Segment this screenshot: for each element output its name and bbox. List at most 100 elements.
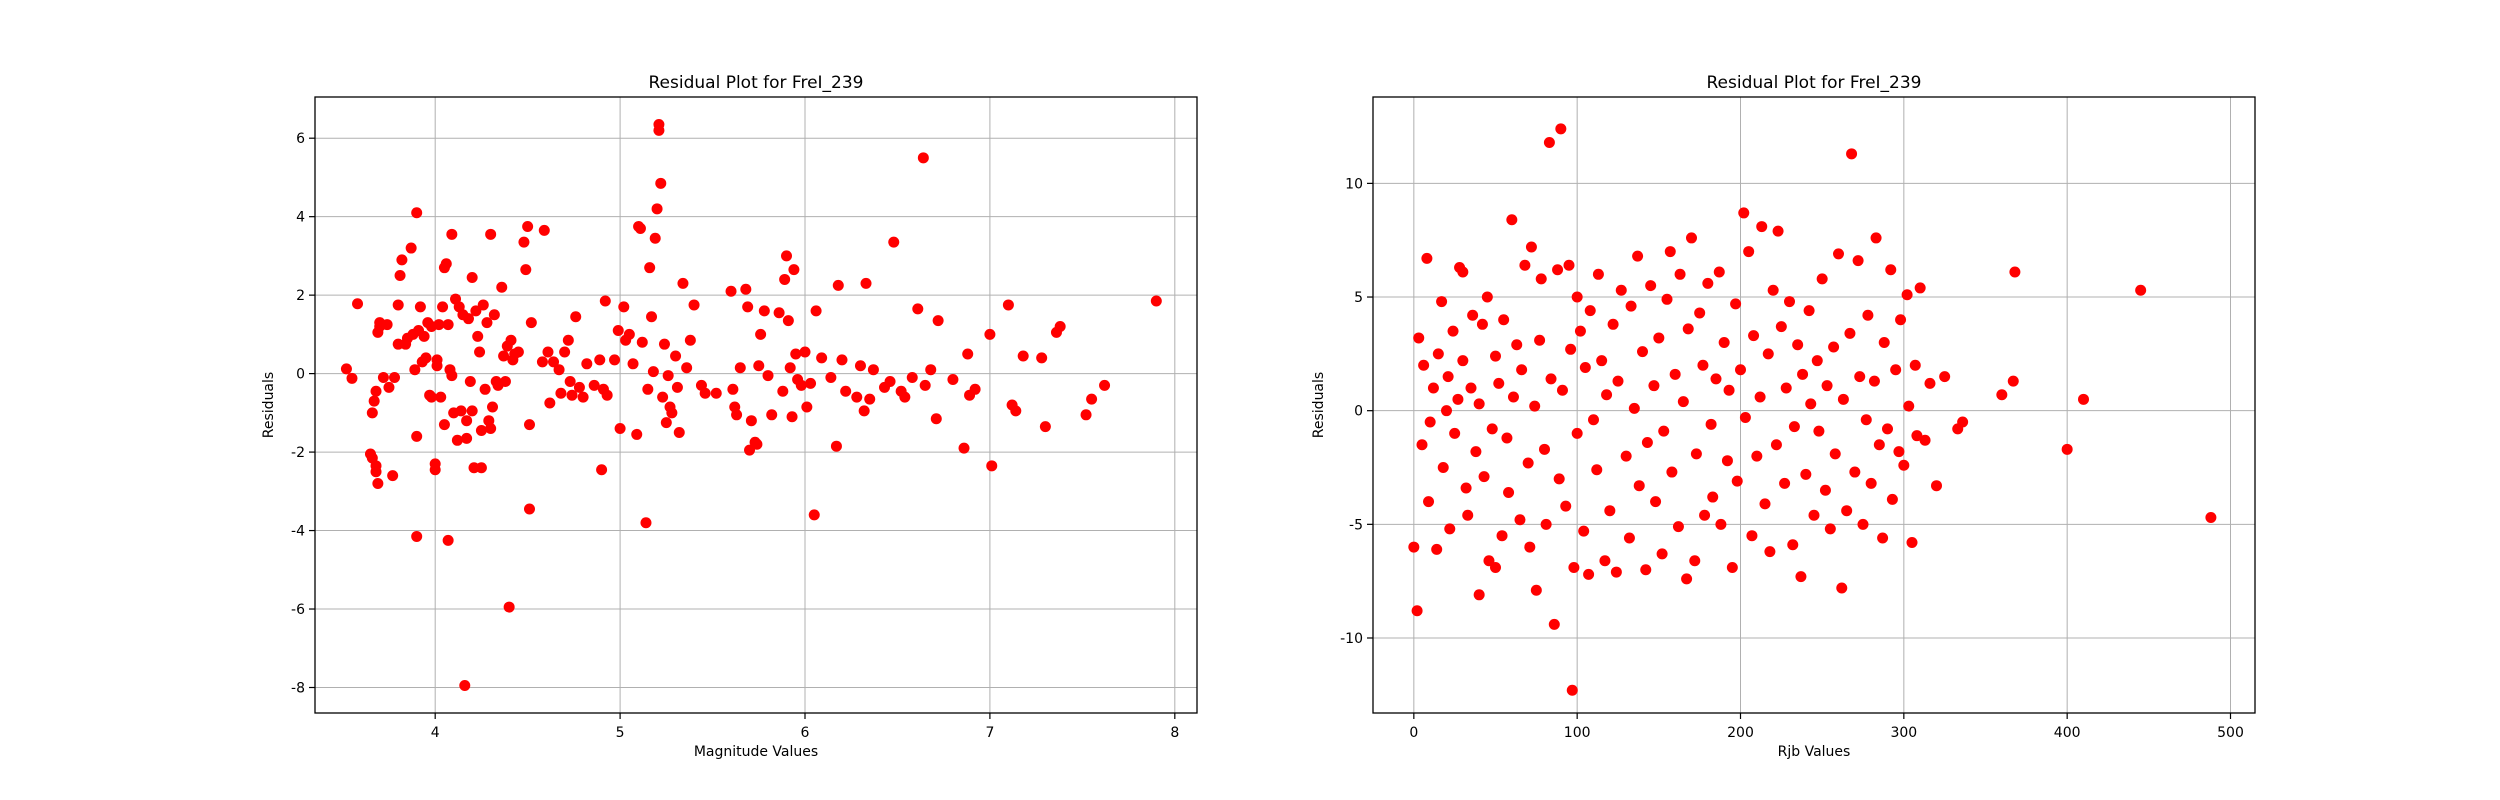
x-tick-label: 4	[431, 725, 440, 741]
data-point	[1865, 477, 1877, 489]
data-point	[481, 317, 493, 329]
data-point	[636, 336, 648, 348]
data-point	[1010, 405, 1022, 417]
data-point	[919, 379, 931, 391]
data-point	[731, 409, 743, 421]
data-point	[745, 415, 757, 427]
data-point	[1689, 555, 1701, 567]
data-point	[1645, 280, 1657, 292]
data-point	[1707, 491, 1719, 503]
y-tick-label: -6	[291, 602, 305, 618]
data-point	[542, 346, 554, 358]
data-point	[455, 405, 467, 417]
data-point	[1457, 355, 1469, 367]
data-point	[899, 391, 911, 403]
data-point	[1841, 505, 1853, 517]
data-point	[1849, 466, 1861, 478]
data-point	[1534, 334, 1546, 346]
data-point	[1560, 500, 1572, 512]
data-point	[1432, 348, 1444, 360]
data-point	[466, 271, 478, 283]
data-point	[1906, 537, 1918, 549]
data-point	[1574, 325, 1586, 337]
data-point	[1610, 566, 1622, 578]
data-point	[470, 305, 482, 317]
data-point	[525, 317, 537, 329]
data-point	[1795, 571, 1807, 583]
data-point	[1650, 496, 1662, 508]
data-point	[562, 334, 574, 346]
data-point	[1751, 450, 1763, 462]
data-point	[1898, 459, 1910, 471]
data-point	[753, 360, 765, 372]
data-point	[1686, 232, 1697, 244]
right-plot-title: Residual Plot for FreI_239	[1707, 73, 1922, 93]
data-point	[1592, 268, 1604, 280]
data-point	[1625, 300, 1637, 312]
data-point	[1828, 341, 1840, 353]
data-point	[1681, 573, 1693, 585]
data-point	[1640, 564, 1652, 576]
data-point	[2009, 266, 2021, 278]
data-point	[1628, 402, 1640, 414]
data-point	[660, 417, 672, 429]
data-point	[1808, 509, 1820, 521]
y-tick-label: 4	[296, 210, 305, 226]
data-point	[411, 430, 423, 442]
data-point	[825, 372, 837, 384]
data-point	[588, 379, 600, 391]
data-point	[1473, 398, 1485, 410]
data-point	[677, 277, 689, 289]
data-point	[1449, 427, 1461, 439]
data-point	[751, 438, 763, 450]
data-point	[1877, 532, 1889, 544]
data-point	[377, 372, 389, 384]
data-point	[1731, 475, 1743, 487]
data-point	[1762, 348, 1774, 360]
data-point	[522, 220, 534, 232]
data-point	[1718, 336, 1730, 348]
data-point	[1444, 523, 1456, 535]
data-point	[1437, 462, 1449, 474]
data-point	[1931, 480, 1942, 492]
data-point	[1824, 523, 1836, 535]
data-point	[1462, 509, 1474, 521]
data-point	[387, 470, 399, 482]
data-point	[681, 362, 693, 374]
data-point	[1002, 299, 1014, 311]
data-point	[462, 313, 474, 325]
data-point	[1911, 430, 1923, 442]
x-tick-label: 7	[985, 725, 994, 741]
data-point	[405, 242, 417, 254]
data-point	[1470, 446, 1482, 458]
right-data-points	[1408, 123, 2217, 696]
data-point	[553, 364, 565, 376]
data-point	[725, 285, 737, 297]
data-point	[1490, 562, 1501, 574]
data-point	[1901, 289, 1913, 301]
data-point	[1460, 482, 1472, 494]
data-point	[1674, 268, 1686, 280]
data-point	[740, 283, 752, 295]
data-point	[670, 350, 682, 362]
data-point	[671, 381, 683, 393]
data-point	[1996, 389, 2008, 401]
data-point	[370, 385, 382, 397]
data-point	[1699, 509, 1711, 521]
data-point	[1530, 584, 1542, 596]
data-point	[816, 352, 828, 364]
data-point	[1571, 427, 1583, 439]
data-point	[788, 264, 800, 276]
x-tick-label: 8	[1170, 725, 1179, 741]
x-tick-label: 500	[2217, 725, 2244, 741]
data-point	[1522, 457, 1534, 469]
data-point	[762, 370, 774, 382]
data-point	[466, 405, 478, 417]
x-tick-label: 300	[1890, 725, 1917, 741]
data-point	[651, 203, 663, 215]
data-point	[1511, 339, 1523, 351]
data-point	[1427, 382, 1439, 394]
data-point	[1612, 375, 1624, 387]
data-point	[832, 279, 844, 291]
